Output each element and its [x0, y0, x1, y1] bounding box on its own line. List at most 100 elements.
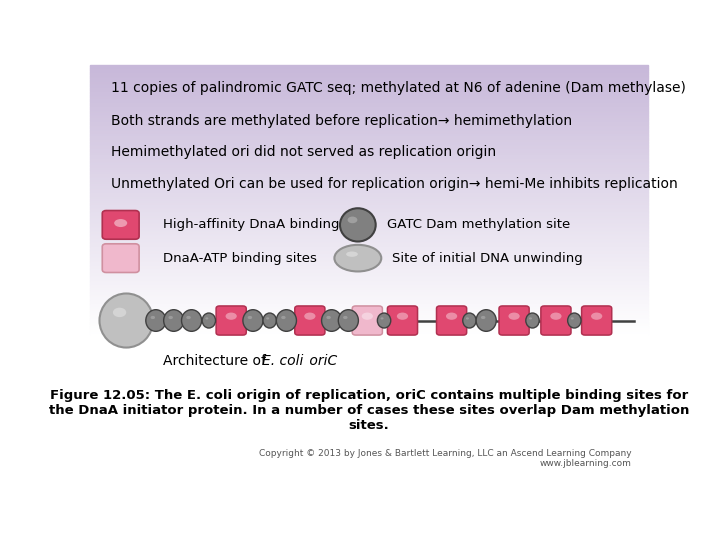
Bar — [90, 331, 648, 332]
Bar — [90, 231, 648, 232]
Bar — [90, 107, 648, 108]
Bar — [90, 313, 648, 315]
Bar — [90, 265, 648, 266]
Ellipse shape — [338, 310, 359, 332]
Bar — [90, 239, 648, 240]
Ellipse shape — [334, 245, 382, 272]
Bar — [90, 258, 648, 259]
Text: DnaA-ATP binding sites: DnaA-ATP binding sites — [163, 252, 316, 265]
Bar — [90, 76, 648, 77]
Text: Figure 12.05: The E. coli origin of replication, oriC contains multiple binding : Figure 12.05: The E. coli origin of repl… — [49, 389, 689, 432]
Ellipse shape — [145, 310, 166, 332]
Bar — [90, 122, 648, 123]
Bar — [90, 326, 648, 327]
Bar — [90, 65, 648, 66]
Bar — [90, 69, 648, 70]
Bar — [90, 334, 648, 335]
Bar — [90, 116, 648, 118]
Bar — [90, 127, 648, 129]
FancyBboxPatch shape — [102, 211, 139, 239]
Bar — [90, 83, 648, 84]
Bar — [90, 150, 648, 151]
Bar — [90, 70, 648, 72]
Bar — [90, 80, 648, 81]
Bar — [90, 172, 648, 173]
Bar — [90, 110, 648, 111]
Text: Architecture of: Architecture of — [163, 354, 270, 368]
Bar — [90, 96, 648, 97]
Bar — [90, 315, 648, 316]
Bar — [90, 68, 648, 69]
Bar — [90, 91, 648, 92]
Bar — [90, 164, 648, 165]
Bar — [90, 132, 648, 134]
Bar — [90, 280, 648, 281]
Bar — [90, 232, 648, 234]
Bar — [90, 193, 648, 194]
Bar — [90, 213, 648, 215]
Bar — [90, 323, 648, 324]
Bar — [90, 207, 648, 208]
Ellipse shape — [529, 318, 532, 320]
Bar — [90, 189, 648, 191]
Bar — [90, 321, 648, 323]
Bar — [90, 151, 648, 153]
Bar — [90, 97, 648, 99]
Bar — [90, 316, 648, 318]
Bar — [90, 274, 648, 275]
Ellipse shape — [263, 313, 276, 328]
Bar — [90, 324, 648, 326]
Bar — [90, 291, 648, 292]
Ellipse shape — [381, 318, 384, 320]
Bar — [90, 255, 648, 256]
FancyBboxPatch shape — [352, 306, 382, 335]
Bar — [90, 243, 648, 245]
Bar — [90, 81, 648, 83]
Bar — [90, 167, 648, 169]
Bar — [90, 234, 648, 235]
Bar — [90, 126, 648, 127]
Bar — [90, 308, 648, 309]
Bar — [90, 180, 648, 181]
FancyBboxPatch shape — [436, 306, 467, 335]
Bar — [90, 92, 648, 93]
Bar — [90, 89, 648, 91]
Bar — [90, 266, 648, 267]
Bar — [90, 137, 648, 138]
FancyBboxPatch shape — [102, 244, 139, 273]
Bar — [90, 245, 648, 246]
Bar — [90, 103, 648, 104]
Ellipse shape — [326, 316, 331, 319]
Ellipse shape — [168, 316, 173, 319]
Bar — [90, 147, 648, 149]
Bar — [90, 199, 648, 200]
Ellipse shape — [322, 310, 342, 332]
Bar — [90, 223, 648, 224]
Bar — [90, 183, 648, 184]
Bar — [90, 281, 648, 282]
Bar — [90, 285, 648, 286]
Bar — [90, 202, 648, 204]
Bar — [90, 156, 648, 157]
Ellipse shape — [150, 316, 155, 319]
Bar — [90, 302, 648, 304]
Bar — [90, 275, 648, 277]
Bar — [90, 94, 648, 96]
Bar — [90, 124, 648, 126]
Bar — [90, 320, 648, 321]
Bar — [90, 85, 648, 86]
Text: Both strands are methylated before replication→ hemimethylation: Both strands are methylated before repli… — [111, 114, 572, 128]
Bar — [90, 192, 648, 193]
Bar — [90, 208, 648, 210]
Bar — [90, 130, 648, 131]
Ellipse shape — [276, 310, 297, 332]
Ellipse shape — [397, 313, 408, 320]
Bar — [90, 269, 648, 270]
Ellipse shape — [526, 313, 539, 328]
Bar — [90, 153, 648, 154]
Bar — [90, 297, 648, 299]
Bar — [90, 119, 648, 120]
Bar — [90, 88, 648, 89]
Bar — [90, 148, 648, 150]
Ellipse shape — [567, 313, 581, 328]
